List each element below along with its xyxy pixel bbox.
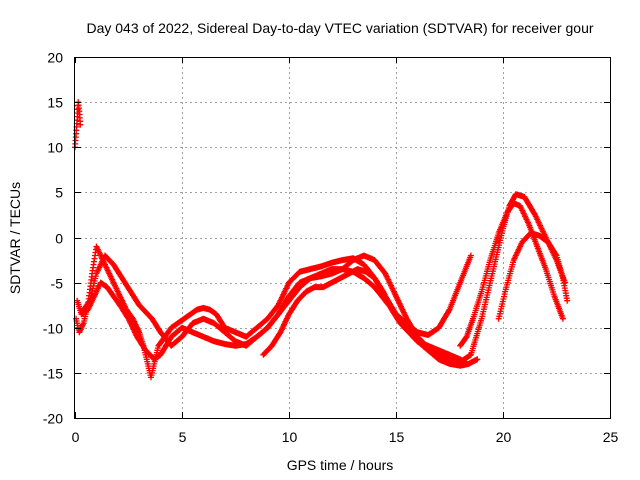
y-tick-label: 5 bbox=[55, 185, 63, 201]
y-tick-label: 15 bbox=[47, 95, 63, 111]
series-markers bbox=[495, 230, 571, 322]
y-axis-label: SDTVAR / TECUs bbox=[7, 182, 23, 294]
series-markers bbox=[73, 243, 481, 381]
y-tick-label: -10 bbox=[43, 321, 63, 337]
x-axis-label: GPS time / hours bbox=[287, 457, 394, 473]
series-layer bbox=[72, 99, 571, 381]
series-e bbox=[457, 200, 566, 349]
series-d bbox=[260, 266, 470, 367]
x-tick-label: 5 bbox=[179, 429, 187, 445]
plot-frame bbox=[74, 57, 611, 419]
tick-layer: 0 5 10 15 20 25 -20 -15 -10 -5 0 5 10 15 20 bbox=[43, 50, 619, 446]
x-tick-label: 0 bbox=[72, 429, 80, 445]
series-f bbox=[495, 230, 571, 322]
y-tick-label: -5 bbox=[51, 276, 64, 292]
x-tick-label: 25 bbox=[603, 429, 619, 445]
y-tick-label: 20 bbox=[47, 50, 63, 66]
x-tick-label: 10 bbox=[282, 429, 298, 445]
series-markers bbox=[72, 99, 84, 151]
series-g bbox=[72, 99, 84, 151]
series-markers bbox=[457, 200, 566, 349]
series-b bbox=[74, 191, 569, 365]
series-markers bbox=[74, 191, 569, 365]
x-tick-label: 15 bbox=[389, 429, 405, 445]
y-tick-label: -20 bbox=[43, 411, 63, 427]
series-markers bbox=[260, 266, 470, 367]
series-a bbox=[73, 243, 481, 381]
x-tick-label: 20 bbox=[496, 429, 512, 445]
chart-title: Day 043 of 2022, Sidereal Day-to-day VTE… bbox=[86, 20, 593, 36]
y-tick-label: 0 bbox=[55, 231, 63, 247]
grid-layer bbox=[75, 57, 610, 418]
y-tick-label: 10 bbox=[47, 140, 63, 156]
y-tick-label: -15 bbox=[43, 366, 63, 382]
